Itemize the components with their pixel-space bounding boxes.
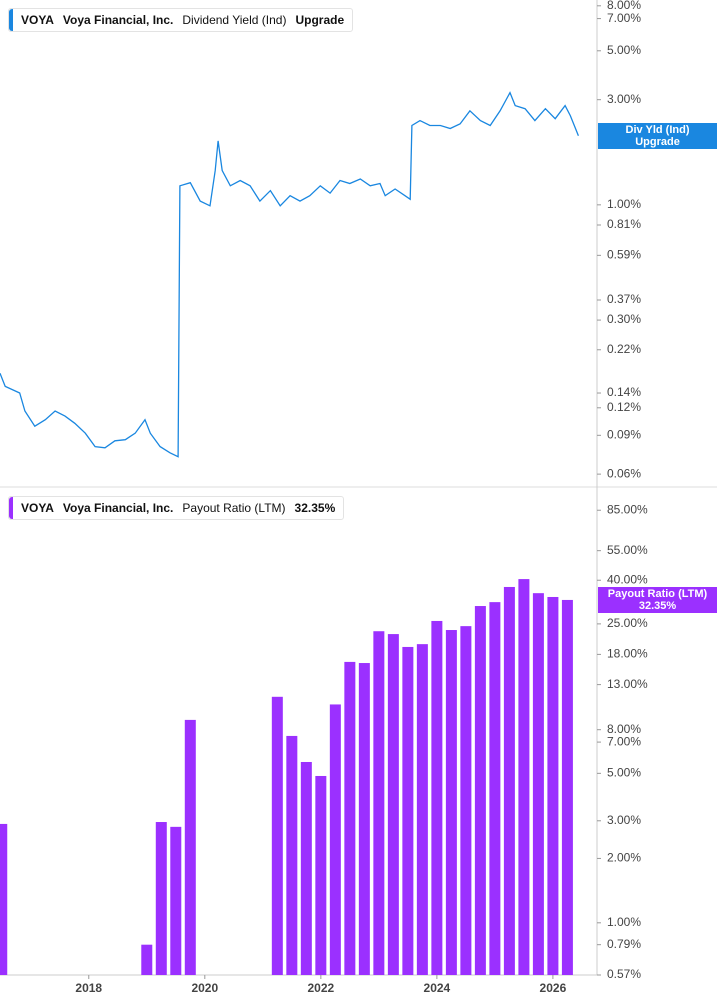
y-tick-label: 7.00% [607, 11, 641, 25]
bar [329, 704, 341, 975]
y-tick-label: 0.09% [607, 427, 641, 441]
y-tick-label: 0.22% [607, 342, 641, 356]
bar [445, 630, 457, 975]
x-tick-label: 2026 [540, 981, 567, 995]
company: Voya Financial, Inc. [62, 501, 174, 515]
legend-entry: Dividend Yield (Ind) [182, 13, 287, 27]
y-tick-label: 13.00% [607, 677, 648, 691]
tag-value: 32.35% [638, 599, 677, 612]
bar [489, 602, 501, 975]
y-tick-label: 0.12% [607, 400, 641, 414]
bar [402, 646, 414, 975]
x-tick-label: 2024 [424, 981, 451, 995]
y-tick-label: 3.00% [607, 813, 641, 827]
y-tick-label: 0.57% [607, 967, 641, 981]
x-tick-label: 2018 [75, 981, 102, 995]
bar [532, 593, 544, 975]
x-tick-label: 2020 [191, 981, 218, 995]
tag-status: Upgrade [635, 135, 680, 148]
y-tick-label: 5.00% [607, 766, 641, 780]
bar [344, 661, 356, 975]
legend-value: 32.35% [294, 501, 336, 515]
y-tick-label: 18.00% [607, 647, 648, 661]
y-tick-label: 5.00% [607, 43, 641, 57]
bar [387, 634, 399, 975]
status: Upgrade [295, 13, 345, 27]
y-tick-label: 3.00% [607, 92, 641, 106]
line [0, 91, 580, 458]
legend-entry: Payout Ratio (LTM) [182, 501, 286, 515]
plot-area [0, 579, 573, 975]
bar [271, 696, 283, 975]
bar [416, 644, 428, 975]
company: Voya Financial, Inc. [62, 13, 174, 27]
bar [141, 944, 153, 975]
bar [474, 606, 486, 975]
y-tick-label: 40.00% [607, 572, 648, 586]
y-tick-label: 0.59% [607, 248, 641, 262]
legend: VOYA Voya Financial, Inc. Dividend Yield… [8, 8, 354, 32]
ticker: VOYA [21, 501, 54, 515]
y-tick-label: 0.81% [607, 217, 641, 231]
x-tick-label: 2022 [307, 981, 334, 995]
bar [518, 579, 530, 975]
y-tick-label: 0.79% [607, 937, 641, 951]
bar [547, 596, 559, 975]
y-tick-label: 8.00% [607, 0, 641, 12]
bar [561, 599, 573, 975]
bar [286, 735, 298, 975]
bar [155, 822, 167, 975]
bar [315, 775, 327, 975]
y-tick-label: 2.00% [607, 851, 641, 865]
bar [503, 586, 515, 975]
y-tick-label: 25.00% [607, 616, 648, 630]
y-tick-label: 8.00% [607, 722, 641, 736]
legend: VOYA Voya Financial, Inc. Payout Ratio (… [8, 496, 345, 520]
legend-swatch [9, 9, 13, 31]
y-tick-label: 7.00% [607, 734, 641, 748]
bar [373, 631, 385, 975]
bar [0, 823, 8, 975]
last-value-tag: Div Yld (Ind) Upgrade [598, 122, 717, 149]
bar [170, 826, 182, 975]
y-tick-label: 0.37% [607, 292, 641, 306]
bar [300, 761, 312, 975]
y-tick-label: 0.06% [607, 466, 641, 480]
y-tick-label: 55.00% [607, 543, 648, 557]
y-tick-label: 0.30% [607, 312, 641, 326]
last-value-tag: Payout Ratio (LTM) 32.35% [598, 586, 717, 613]
ticker: VOYA [21, 13, 54, 27]
y-tick-label: 1.00% [607, 915, 641, 929]
y-tick-label: 0.14% [607, 385, 641, 399]
tag-label: Payout Ratio (LTM) [607, 587, 708, 600]
bar [184, 719, 196, 975]
legend-swatch [9, 497, 13, 519]
bar [358, 663, 370, 975]
y-tick-label: 85.00% [607, 502, 648, 516]
bar [460, 626, 472, 975]
tag-label: Div Yld (Ind) [625, 123, 690, 136]
y-tick-label: 1.00% [607, 197, 641, 211]
bar [431, 620, 443, 975]
plot-area [0, 91, 580, 458]
